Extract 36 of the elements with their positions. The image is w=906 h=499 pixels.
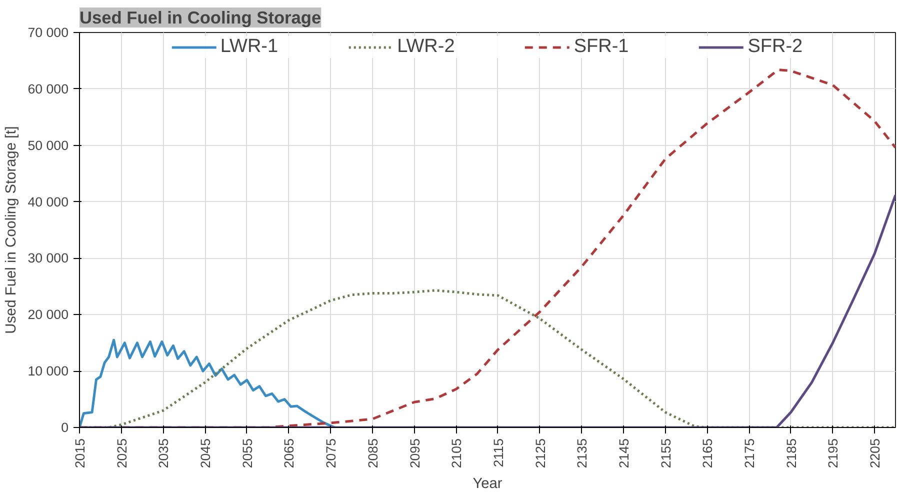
x-tick-label: 2045 xyxy=(198,438,214,468)
y-tick-label: 50 000 xyxy=(28,138,68,153)
y-tick-label: 0 xyxy=(61,420,69,435)
x-tick-label: 2055 xyxy=(240,438,255,468)
x-tick-label: 2155 xyxy=(658,438,674,468)
x-tick-label: 2205 xyxy=(868,438,883,468)
y-tick-label: 40 000 xyxy=(28,194,68,210)
x-tick-label: 2145 xyxy=(616,438,632,468)
x-tick-label: 2195 xyxy=(826,438,841,468)
x-tick-label: 2105 xyxy=(449,438,464,468)
y-axis-title: Used Fuel in Cooling Storage [t] xyxy=(4,126,20,334)
y-tick-label: 30 000 xyxy=(28,250,68,266)
x-tick-label: 2065 xyxy=(282,438,297,468)
x-tick-label: 2175 xyxy=(742,438,758,468)
x-tick-label: 2115 xyxy=(490,438,506,468)
x-axis-title: Year xyxy=(472,476,502,492)
y-tick-label: 60 000 xyxy=(28,81,68,96)
x-tick-label: 2135 xyxy=(574,438,590,468)
x-tick-label: 2035 xyxy=(156,438,172,468)
legend-label: SFR-1 xyxy=(574,36,629,58)
x-tick-label: 2125 xyxy=(532,438,548,468)
x-tick-label: 2165 xyxy=(700,438,716,468)
y-tick-label: 20 000 xyxy=(28,307,68,322)
y-tick-label: 70 000 xyxy=(28,25,68,40)
x-tick-label: 2015 xyxy=(72,438,88,468)
legend-label: SFR-2 xyxy=(748,36,803,58)
x-tick-label: 2185 xyxy=(784,438,799,468)
legend-label: LWR-2 xyxy=(397,36,455,58)
legend-label: LWR-1 xyxy=(220,36,278,58)
y-tick-label: 10 000 xyxy=(28,364,68,379)
x-tick-label: 2095 xyxy=(407,438,422,468)
x-tick-label: 2085 xyxy=(365,438,380,468)
chart-title: Used Fuel in Cooling Storage xyxy=(80,8,322,28)
x-tick-label: 2075 xyxy=(324,438,339,468)
x-tick-label: 2025 xyxy=(114,438,130,468)
line-series xyxy=(80,338,336,428)
